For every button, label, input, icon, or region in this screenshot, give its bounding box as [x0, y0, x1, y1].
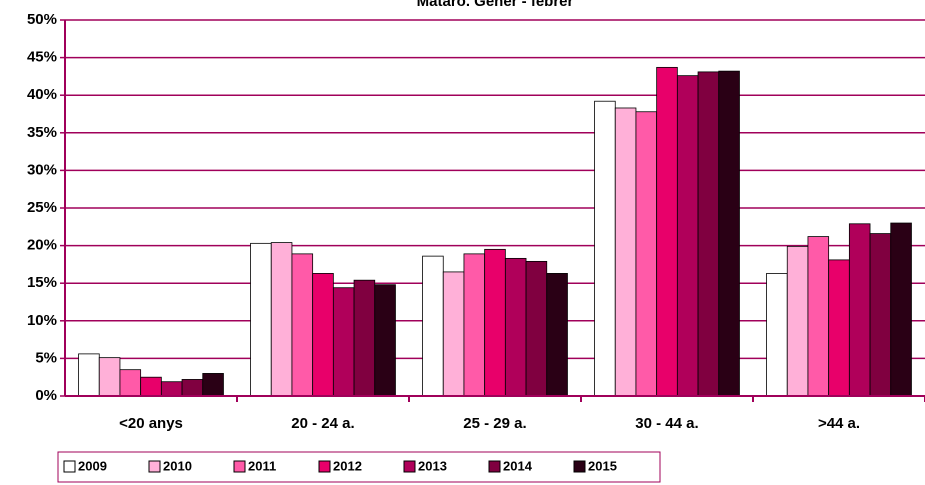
legend-label: 2014	[503, 458, 533, 473]
legend-swatch	[318, 460, 331, 473]
bar	[614, 107, 637, 397]
y-tick-label: 40%	[27, 86, 57, 103]
bar	[484, 248, 506, 397]
y-tick-label: 10%	[27, 312, 57, 329]
bar	[594, 100, 616, 397]
bar	[422, 255, 444, 397]
bar	[291, 253, 314, 397]
y-tick-label: 0%	[35, 387, 57, 404]
legend-swatch	[233, 460, 246, 473]
bar	[848, 223, 871, 397]
bar	[697, 71, 720, 397]
bar	[312, 273, 334, 397]
bar	[718, 70, 740, 397]
bar	[250, 242, 272, 397]
bar	[869, 233, 892, 397]
y-tick-label: 45%	[27, 49, 57, 66]
legend-label: 2015	[588, 458, 617, 473]
legend-label: 2009	[78, 458, 107, 473]
bar	[78, 353, 100, 397]
bar	[786, 245, 809, 397]
bar	[270, 242, 293, 397]
legend-label: 2012	[333, 458, 362, 473]
bar	[656, 66, 678, 397]
y-tick-label: 35%	[27, 124, 57, 141]
x-tick-label: 30 - 44 a.	[635, 415, 698, 432]
bar	[442, 271, 465, 397]
legend-swatch	[63, 460, 76, 473]
bar	[374, 284, 396, 397]
y-tick-label: 25%	[27, 199, 57, 216]
bar	[202, 373, 224, 397]
bar	[98, 357, 121, 397]
legend-label: 2011	[248, 458, 276, 473]
y-tick-label: 50%	[27, 11, 57, 28]
legend-label: 2010	[163, 458, 192, 473]
bar	[766, 273, 788, 397]
chart-title: Mataró. Gener - febrer	[417, 0, 574, 10]
bar	[119, 369, 142, 397]
bar	[525, 260, 548, 397]
y-tick-label: 30%	[27, 161, 57, 178]
bar	[160, 381, 183, 397]
x-tick-label: >44 a.	[818, 415, 860, 432]
bar	[890, 222, 912, 397]
legend-swatch	[403, 460, 416, 473]
x-tick-label: 25 - 29 a.	[463, 415, 526, 432]
legend-swatch	[488, 460, 501, 473]
legend-swatch	[573, 460, 586, 473]
x-tick-label: 20 - 24 a.	[291, 415, 354, 432]
bar	[546, 273, 568, 397]
x-tick-label: <20 anys	[119, 415, 183, 432]
y-tick-label: 15%	[27, 274, 57, 291]
bar	[140, 376, 162, 397]
bar	[828, 259, 850, 397]
bar	[181, 379, 204, 397]
bar	[463, 253, 486, 397]
legend-swatch	[148, 460, 161, 473]
bar	[332, 287, 355, 397]
legend-label: 2013	[418, 458, 447, 473]
y-tick-label: 20%	[27, 237, 57, 254]
bar	[353, 279, 376, 397]
bar	[676, 75, 699, 397]
bar	[807, 236, 830, 397]
bar	[504, 257, 527, 397]
y-tick-label: 5%	[35, 349, 57, 366]
bar	[635, 111, 658, 397]
